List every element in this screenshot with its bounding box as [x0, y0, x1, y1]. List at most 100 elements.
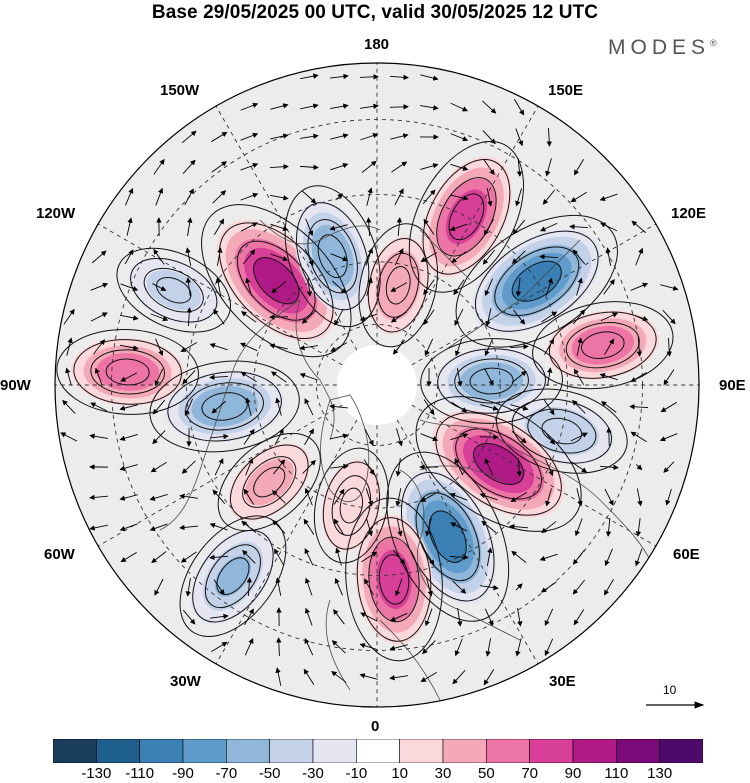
- brand-name: MODES: [608, 36, 711, 59]
- wind-arrow: [149, 523, 168, 532]
- meridian-line: [97, 223, 343, 366]
- colorbar-tick-label: -130: [81, 765, 112, 782]
- wind-arrow: [484, 278, 493, 297]
- wind-arrow: [389, 612, 408, 622]
- wind-arrow: [665, 489, 672, 506]
- wind-arrow: [599, 373, 618, 381]
- wind-arrow: [660, 284, 679, 291]
- wind-arrow: [542, 189, 556, 205]
- wind-arrow: [270, 253, 289, 262]
- wind-arrow: [482, 100, 497, 114]
- colorbar-swatch: [312, 739, 357, 763]
- wind-arrow: [330, 133, 349, 140]
- wind-arrow: [302, 459, 316, 474]
- wind-arrow: [509, 343, 529, 350]
- wind-arrow: [666, 337, 672, 357]
- longitude-label-60w: 60W: [44, 546, 75, 563]
- wind-arrow: [330, 253, 349, 262]
- longitude-label-180: 180: [364, 36, 390, 53]
- wind-arrow: [299, 164, 319, 171]
- wind-arrow: [93, 339, 106, 355]
- wind-arrow: [604, 338, 615, 355]
- negative-anomaly-115w: [128, 256, 220, 324]
- wind-arrow: [456, 368, 463, 387]
- wind-arrow: [94, 367, 103, 386]
- wind-arrow: [572, 249, 586, 265]
- wind-arrow: [389, 74, 409, 81]
- wind-arrow: [209, 554, 229, 561]
- wind-arrow: [392, 339, 405, 355]
- wind-arrow: [660, 401, 677, 413]
- wind-arrow: [213, 308, 225, 325]
- wind-arrow: [180, 342, 198, 352]
- wind-arrow: [426, 578, 433, 597]
- wind-arrow: [631, 220, 647, 234]
- wind-arrow: [573, 309, 586, 325]
- wind-arrow: [303, 668, 315, 685]
- wind-arrow: [395, 458, 401, 477]
- wind-arrow: [484, 368, 494, 386]
- wind-arrow: [125, 187, 134, 206]
- meridian-line: [411, 223, 657, 366]
- wind-arrow: [576, 277, 583, 296]
- wind-arrow: [359, 313, 378, 322]
- wind-arrow: [152, 430, 166, 445]
- wind-arrow: [663, 369, 675, 386]
- wind-arrow: [604, 578, 614, 596]
- wind-arrow: [275, 667, 282, 686]
- colorbar-swatch: [442, 739, 487, 763]
- wind-arrow: [512, 219, 526, 235]
- wind-arrow: [182, 370, 196, 385]
- wind-arrow: [65, 367, 72, 386]
- wind-arrow: [391, 161, 408, 173]
- wind-arrow: [515, 583, 523, 591]
- coastline-greenland: [320, 394, 370, 502]
- wind-arrow: [154, 368, 164, 387]
- wind-arrow: [184, 398, 194, 417]
- wind-arrow: [239, 342, 258, 352]
- wind-arrow: [420, 74, 439, 81]
- wind-arrow: [394, 248, 404, 266]
- wind-arrow: [240, 371, 257, 383]
- wind-arrow: [185, 277, 192, 296]
- wind-arrow: [179, 524, 198, 531]
- wind-arrow: [662, 310, 676, 325]
- wind-arrow: [212, 190, 227, 204]
- wind-arrow: [270, 371, 287, 383]
- wind-arrow: [482, 130, 496, 145]
- wind-arrow: [154, 578, 164, 596]
- wind-arrow: [599, 193, 618, 202]
- colorbar-swatch: [269, 739, 314, 763]
- colorbar-tick-label: 130: [647, 765, 673, 782]
- wind-arrow: [396, 217, 403, 237]
- wind-arrow: [271, 281, 287, 294]
- wind-arrow: [240, 192, 259, 201]
- registered-mark: ®: [710, 38, 717, 48]
- latitude-circle: [186, 194, 568, 576]
- positive-anomaly-5e: [355, 514, 433, 645]
- wind-arrow: [272, 519, 286, 534]
- wind-arrow: [209, 522, 228, 531]
- wind-arrow: [629, 404, 649, 410]
- wind-arrow: [304, 398, 314, 416]
- wind-arrow: [630, 313, 649, 322]
- wind-arrow: [334, 308, 344, 326]
- wind-arrow: [576, 337, 583, 356]
- wind-arrow: [511, 550, 527, 563]
- wind-arrow: [300, 73, 319, 80]
- wind-arrow: [546, 127, 552, 147]
- colorbar-swatch: [486, 739, 530, 763]
- wind-arrow: [450, 163, 469, 171]
- wind-arrow: [361, 551, 378, 563]
- wind-arrow: [541, 311, 558, 323]
- wind-arrow: [304, 428, 314, 446]
- wind-arrow: [304, 548, 314, 566]
- wind-arrow: [242, 549, 256, 564]
- wind-arrow: [603, 278, 615, 295]
- coastline-alaska: [259, 219, 471, 281]
- wind-arrow: [636, 488, 643, 507]
- wind-arrow: [513, 309, 526, 325]
- wind-arrow: [301, 190, 317, 204]
- wind-arrow: [243, 488, 255, 505]
